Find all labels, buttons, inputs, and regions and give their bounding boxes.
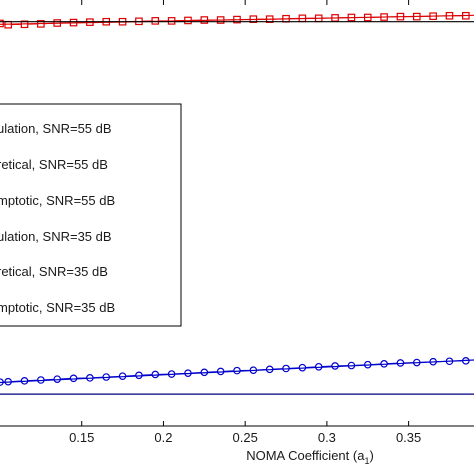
series-1 <box>0 14 474 25</box>
legend: ulation, SNR=55 dB retical, SNR=55 dB mpto… <box>0 103 182 327</box>
legend-entry: retical, SNR=55 dB <box>0 157 108 172</box>
legend-entry: ulation, SNR=35 dB <box>0 229 112 244</box>
legend-box <box>0 103 182 327</box>
x-axis: 0.15 0.2 0.25 0.3 0.35 <box>0 0 474 445</box>
legend-entry: mptotic, SNR=55 dB <box>0 193 115 208</box>
x-axis-label-main: NOMA Coefficient (a <box>246 448 365 463</box>
legend-entry: retical, SNR=35 dB <box>0 264 108 279</box>
x-axis-label: NOMA Coefficient (a1) <box>246 448 374 466</box>
x-axis-label-close: ) <box>369 448 373 463</box>
plot-area <box>0 11 474 395</box>
data-point <box>69 374 78 383</box>
x-tick-label: 0.35 <box>396 430 421 445</box>
legend-entry: ulation, SNR=55 dB <box>0 121 112 136</box>
series-line <box>0 14 474 25</box>
data-point <box>0 19 4 28</box>
x-tick-label: 0.25 <box>233 430 258 445</box>
x-tick-label: 0.15 <box>69 430 94 445</box>
x-tick-label: 0.2 <box>154 430 172 445</box>
x-tick-label: 0.3 <box>318 430 336 445</box>
series-line <box>0 359 474 384</box>
series-4 <box>0 359 474 384</box>
x-axis-label-subscript: 1 <box>364 456 369 466</box>
legend-entry: mptotic, SNR=35 dB <box>0 300 115 315</box>
